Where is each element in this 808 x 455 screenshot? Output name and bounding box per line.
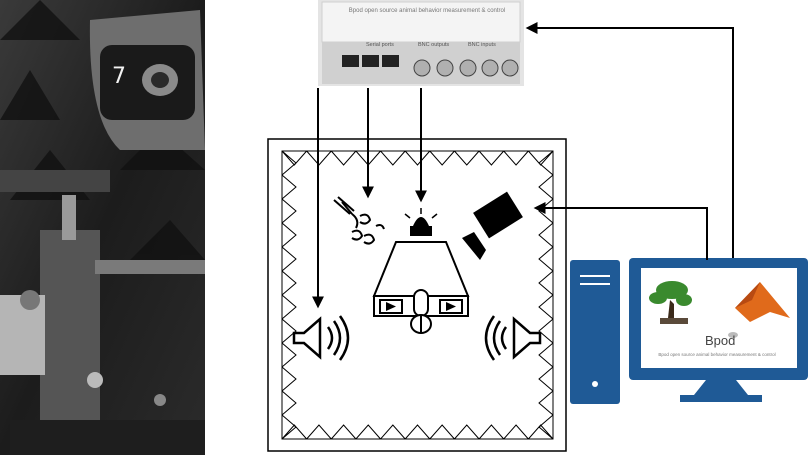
speaker-icon bbox=[484, 315, 542, 361]
camera-icon bbox=[462, 191, 523, 260]
photo-number-label: 7 bbox=[112, 64, 126, 89]
control-box-title: Bpod open source animal behavior measure… bbox=[348, 8, 506, 14]
speaker-icon bbox=[292, 315, 350, 361]
bnc-outputs-label: BNC outputs bbox=[418, 42, 450, 48]
serial-port-group bbox=[342, 55, 399, 67]
computer-monitor bbox=[629, 258, 808, 402]
lever-icon bbox=[372, 241, 470, 334]
control-box bbox=[318, 0, 524, 86]
bnc-input-group bbox=[481, 59, 519, 77]
air-puff-icon bbox=[333, 196, 385, 245]
bnc-output-group bbox=[413, 59, 477, 77]
bpod-caption: Bpod open source animal behavior measure… bbox=[658, 352, 776, 357]
arrow-to-control-box bbox=[525, 22, 734, 258]
rig-photo bbox=[0, 0, 205, 455]
serial-ports-label: Serial ports bbox=[366, 42, 394, 48]
mouse-logo-icon bbox=[728, 332, 738, 338]
computer-tower bbox=[570, 260, 620, 404]
light-icon bbox=[404, 208, 438, 236]
tree-icon bbox=[649, 281, 692, 324]
arrow-to-camera bbox=[533, 202, 708, 260]
matlab-icon bbox=[735, 282, 790, 322]
bpod-logo-text: Bpod bbox=[705, 333, 735, 348]
bnc-inputs-label: BNC inputs bbox=[468, 42, 496, 48]
